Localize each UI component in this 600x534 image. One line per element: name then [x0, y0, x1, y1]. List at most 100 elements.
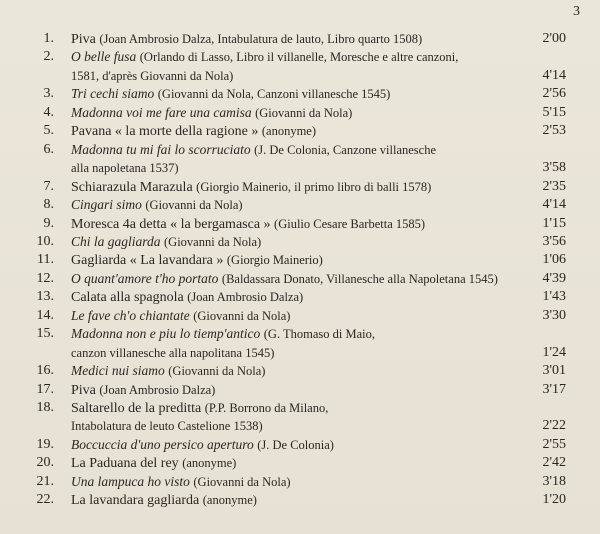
track-row: 7. Schiarazula Marazula (Giorgio Mainerio…: [0, 178, 600, 196]
track-row: 20. La Paduana del rey (anonyme) 2'42: [0, 454, 600, 472]
track-credit: (Joan Ambrosio Dalza): [99, 382, 216, 397]
track-row: 21. Una lampuca ho visto (Giovanni da Nol…: [0, 473, 600, 491]
track-credit: (Giovanni da Nola): [164, 234, 262, 249]
track-number: 22.: [36, 492, 55, 508]
track-title: Medici nui siamo: [71, 363, 165, 379]
track-number: 20.: [36, 455, 55, 471]
track-row: 13. Calata alla spagnola (Joan Ambrosio D…: [0, 288, 600, 306]
track-number: 13.: [36, 289, 55, 305]
track-credit: (Giovanni da Nola): [255, 105, 353, 120]
track-row: 19. Boccuccia d'uno persico aperturo (J. …: [0, 436, 600, 454]
track-row: 14. Le fave ch'o chiantate (Giovanni da N…: [0, 307, 600, 325]
track-title: La Paduana del rey: [71, 456, 179, 472]
track-text: Gagliarda « La lavandara » (Giorgio Main…: [71, 251, 323, 270]
track-title: Boccuccia d'uno persico aperturo: [71, 436, 254, 452]
track-credit: (Giorgio Mainerio): [226, 253, 323, 268]
track-duration: 4'39: [542, 270, 566, 286]
track-number: 10.: [36, 233, 55, 249]
track-row: 11. Gagliarda « La lavandara » (Giorgio M…: [0, 251, 600, 269]
track-row: 12. O quant'amore t'ho portato (Baldassar…: [0, 270, 600, 288]
track-credit: (Giovanni da Nola, Canzoni villanesche 1…: [157, 87, 391, 102]
track-credit: (Giovanni da Nola): [193, 308, 291, 323]
track-text: alla napoletana 1537): [71, 159, 179, 178]
track-number: 9.: [43, 215, 55, 231]
track-number: 19.: [36, 436, 55, 452]
track-duration: 1'06: [542, 252, 566, 268]
track-row: 1. Piva (Joan Ambrosio Dalza, Intabulatur…: [0, 30, 600, 48]
track-text: Medici nui siamo (Giovanni da Nola): [71, 362, 265, 381]
track-row: 18. Saltarello de la preditta (P.P. Borro…: [0, 399, 600, 417]
track-number: 4.: [43, 104, 55, 120]
track-title: Piva: [71, 382, 96, 398]
track-number: 2.: [43, 49, 55, 65]
track-duration: 2'56: [542, 86, 566, 102]
track-row: 4. Madonna voi me fare una camisa (Giovan…: [0, 104, 600, 122]
track-credit-cont: 1581, d'après Giovanni da Nola): [71, 68, 234, 83]
track-number: 21.: [36, 473, 55, 489]
track-text: Calata alla spagnola (Joan Ambrosio Dalz…: [71, 288, 303, 307]
track-title: Gagliarda « La lavandara »: [71, 253, 224, 269]
track-duration: 2'22: [542, 418, 566, 434]
track-duration: 4'14: [542, 197, 566, 213]
track-title: Cingari simo: [71, 197, 142, 213]
track-row: 3. Tri cechi siamo (Giovanni da Nola, Can…: [0, 85, 600, 103]
track-row: 17. Piva (Joan Ambrosio Dalza) 3'17: [0, 381, 600, 399]
track-title: Schiarazula Marazula: [71, 179, 193, 195]
track-duration: 3'01: [542, 363, 566, 379]
track-text: Chi la gagliarda (Giovanni da Nola): [71, 233, 261, 252]
track-duration: 1'15: [542, 215, 566, 231]
track-row: 8. Cingari simo (Giovanni da Nola) 4'14: [0, 196, 600, 214]
track-row-cont: alla napoletana 1537) 3'58: [0, 159, 600, 177]
track-title: Le fave ch'o chiantate: [71, 307, 190, 323]
track-number: 8.: [43, 197, 55, 213]
track-text: Tri cechi siamo (Giovanni da Nola, Canzo…: [71, 85, 390, 104]
track-credit: (anonyme): [261, 124, 317, 139]
track-text: Madonna non e piu lo tiemp'antico (G. Th…: [71, 325, 375, 344]
track-text: Piva (Joan Ambrosio Dalza, Intabulatura …: [71, 30, 422, 49]
track-text: Madonna voi me fare una camisa (Giovanni…: [71, 104, 352, 123]
track-text: Intabolatura de leuto Castelione 1538): [71, 417, 263, 436]
track-credit: (Baldassara Donato, Villanesche alla Nap…: [221, 271, 498, 286]
track-text: Le fave ch'o chiantate (Giovanni da Nola…: [71, 307, 290, 326]
track-credit-cont: alla napoletana 1537): [71, 161, 179, 176]
track-number: 14.: [36, 307, 55, 323]
track-text: Schiarazula Marazula (Giorgio Mainerio, …: [71, 178, 431, 197]
track-text: La Paduana del rey (anonyme): [71, 454, 236, 473]
track-text: Cingari simo (Giovanni da Nola): [71, 196, 243, 215]
track-text: La lavandara gagliarda (anonyme): [71, 491, 257, 510]
track-title: Una lampuca ho visto: [71, 473, 190, 489]
track-number: 5.: [43, 123, 55, 139]
track-text: O belle fusa (Orlando di Lasso, Libro il…: [71, 48, 458, 67]
track-title: Saltarello de la preditta: [71, 401, 202, 416]
track-title: Chi la gagliarda: [71, 233, 161, 249]
track-number: 6.: [43, 141, 55, 157]
track-row: 15. Madonna non e piu lo tiemp'antico (G.…: [0, 325, 600, 343]
track-text: Piva (Joan Ambrosio Dalza): [71, 381, 215, 400]
track-duration: 2'55: [542, 436, 566, 452]
track-text: canzon villanesche alla napolitana 1545): [71, 344, 274, 363]
track-number: 12.: [36, 270, 55, 286]
track-duration: 3'17: [542, 381, 566, 397]
track-row: 9. Moresca 4a detta « la bergamasca » (Gi…: [0, 215, 600, 233]
track-duration: 2'53: [542, 123, 566, 139]
track-credit: (Orlando di Lasso, Libro il villanelle, …: [139, 50, 459, 65]
track-credit: (Joan Ambrosio Dalza): [187, 290, 304, 305]
track-row: 6. Madonna tu mi fai lo scorruciato (J. D…: [0, 141, 600, 159]
track-text: Saltarello de la preditta (P.P. Borrono …: [71, 399, 328, 418]
track-row-cont: Intabolatura de leuto Castelione 1538) 2'…: [0, 417, 600, 435]
track-duration: 3'56: [542, 233, 566, 249]
track-title: O belle fusa: [71, 49, 137, 65]
track-title: La lavandara gagliarda: [71, 493, 200, 509]
track-row: 10. Chi la gagliarda (Giovanni da Nola) 3'…: [0, 233, 600, 251]
track-credit: (Giovanni da Nola): [168, 364, 266, 379]
track-row-cont: 1581, d'après Giovanni da Nola) 4'14: [0, 67, 600, 85]
track-duration: 1'24: [542, 344, 566, 360]
track-title: Madonna non e piu lo tiemp'antico: [71, 326, 261, 342]
track-title: Tri cechi siamo: [71, 86, 155, 102]
track-duration: 1'20: [542, 492, 566, 508]
track-duration: 4'14: [542, 67, 566, 83]
track-text: Madonna tu mi fai lo scorruciato (J. De …: [71, 141, 436, 160]
track-duration: 3'30: [542, 307, 566, 323]
track-number: 1.: [43, 31, 55, 46]
